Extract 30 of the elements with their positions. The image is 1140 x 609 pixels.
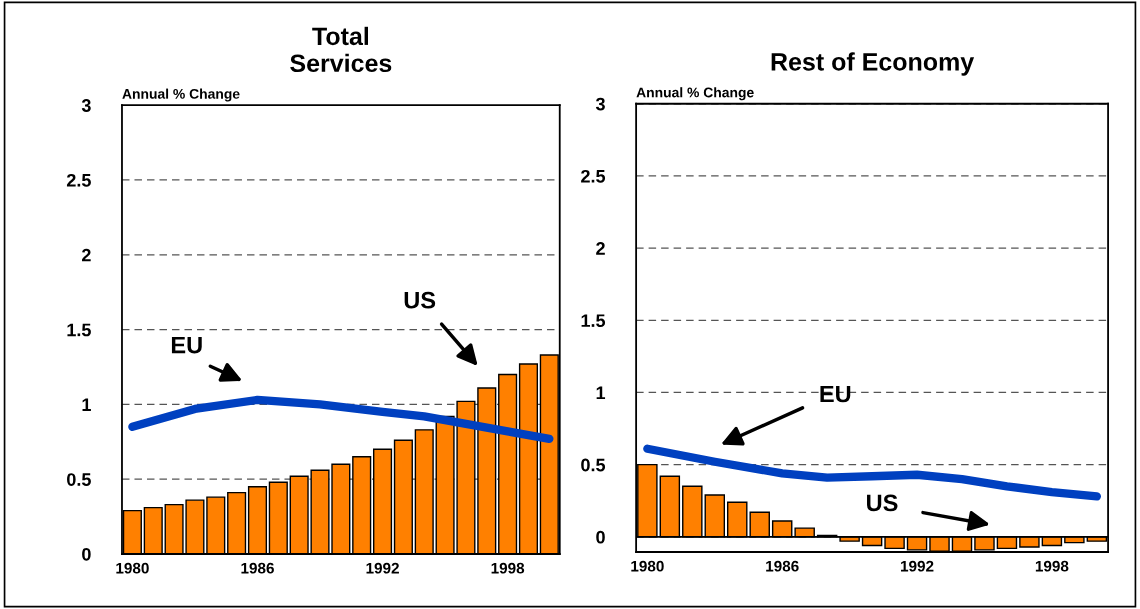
x-tick-label: 1986 xyxy=(766,560,799,572)
y-tick-label: 1.5 xyxy=(581,314,606,328)
y-tick-label: 2 xyxy=(82,248,91,262)
annotation: EU xyxy=(820,385,851,403)
x-tick-label: 1980 xyxy=(631,560,664,572)
x-tick-label: 1986 xyxy=(241,562,274,574)
y-tick-label: 0.5 xyxy=(67,473,91,486)
y-tick-label: 2.5 xyxy=(66,173,91,187)
y-tick-label: 3 xyxy=(595,97,605,111)
y-tick-label: 0.5 xyxy=(581,458,606,472)
annotation: EU xyxy=(171,336,202,354)
y-tick-label: 1 xyxy=(82,398,91,411)
x-tick-label: 1992 xyxy=(901,560,934,572)
y-tick-label: 1.5 xyxy=(67,323,91,337)
y-tick-label: 3 xyxy=(81,99,91,112)
annotation: US xyxy=(404,291,436,309)
annotation: US xyxy=(867,494,898,512)
y-tick-label: 1 xyxy=(596,386,606,400)
y-tick-label: 2 xyxy=(596,242,605,255)
y-tick-label: 2.5 xyxy=(581,169,606,183)
chart-title: Rest of Economy xyxy=(771,52,975,76)
x-tick-label: 1998 xyxy=(491,562,525,574)
y-tick-label: 0 xyxy=(82,547,91,561)
x-tick-label: 1980 xyxy=(116,562,149,574)
y-axis-title: Annual % Change xyxy=(122,88,240,102)
y-tick-label: 0 xyxy=(596,530,605,544)
x-tick-label: 1998 xyxy=(1035,560,1069,572)
chart-title: Total Services xyxy=(290,26,392,73)
x-tick-label: 1992 xyxy=(366,562,399,574)
y-axis-title: Annual % Change xyxy=(636,87,754,101)
